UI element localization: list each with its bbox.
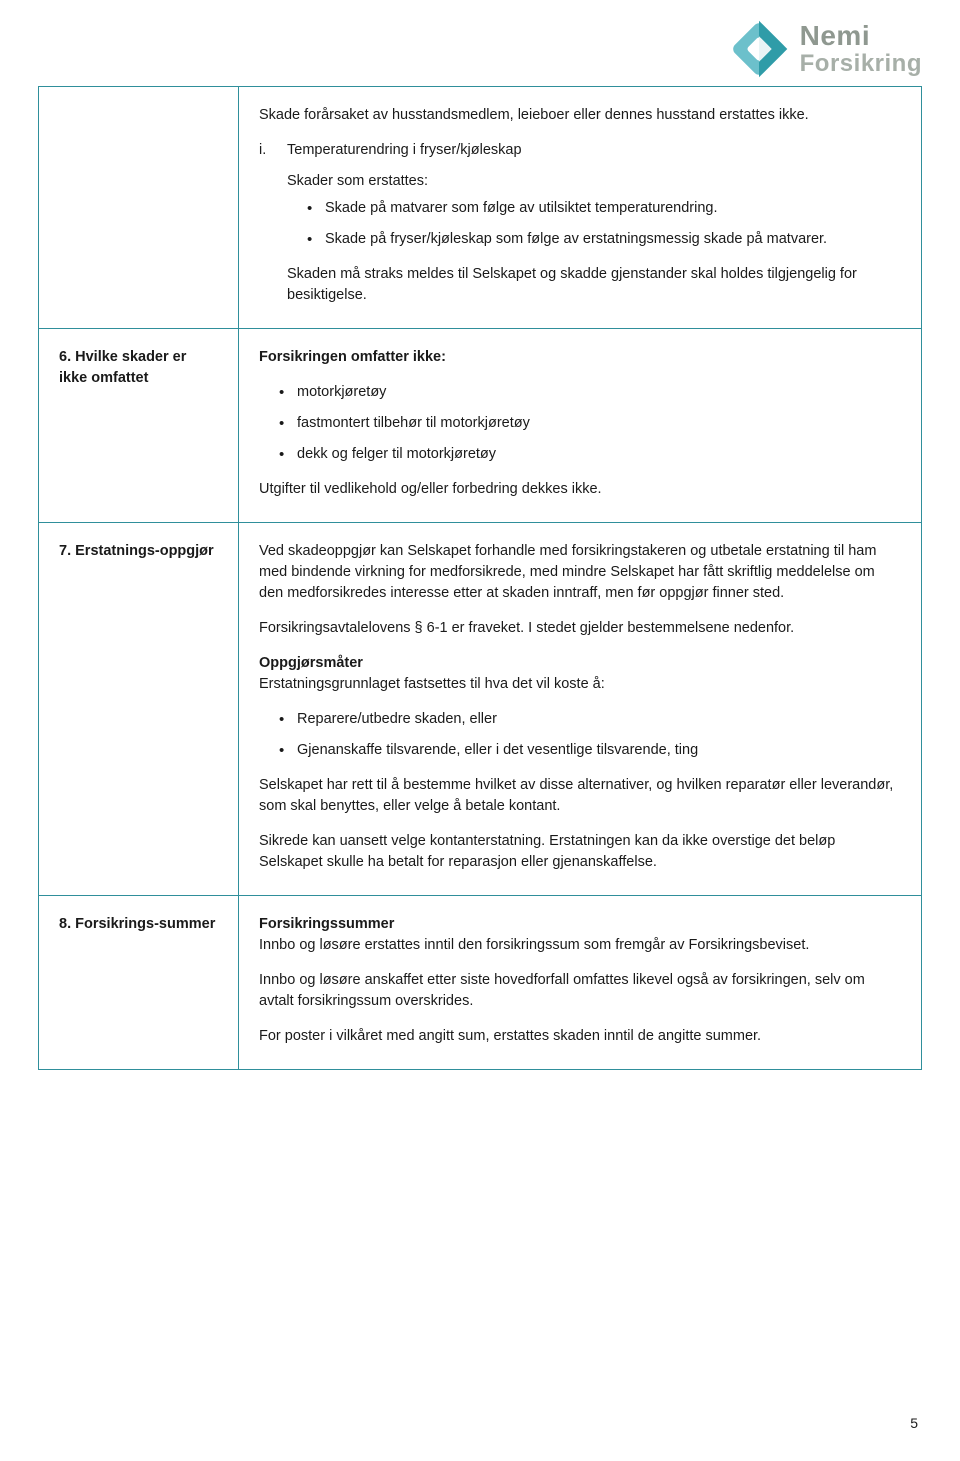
paragraph: Ved skadeoppgjør kan Selskapet forhandle… [259, 541, 901, 604]
letter-item: i. Temperaturendring i fryser/kjøleskap [259, 140, 901, 161]
row-label-empty [39, 87, 239, 329]
paragraph: Innbo og løsøre anskaffet etter siste ho… [259, 970, 901, 1012]
table-row: 7. Erstatnings-oppgjør Ved skadeoppgjør … [39, 523, 922, 896]
section-title: Hvilke skader er ikke omfattet [59, 349, 186, 386]
table-row: 8. Forsikrings-summer Forsikringssummer … [39, 896, 922, 1070]
subsection: Forsikringssummer Innbo og løsøre erstat… [259, 914, 901, 956]
list-item: dekk og felger til motorkjøretøy [279, 444, 901, 465]
section-number: 7. [59, 543, 71, 559]
list-item: fastmontert tilbehør til motorkjøretøy [279, 413, 901, 434]
table-row: 6. Hvilke skader er ikke omfattet Forsik… [39, 329, 922, 523]
paragraph: For poster i vilkåret med angitt sum, er… [259, 1026, 901, 1047]
row-label: 6. Hvilke skader er ikke omfattet [39, 329, 239, 523]
brand-line2: Forsikring [800, 52, 922, 76]
row-content: Forsikringssummer Innbo og løsøre erstat… [239, 896, 922, 1070]
paragraph: Innbo og løsøre erstattes inntil den for… [259, 937, 809, 953]
letter-title: Temperaturendring i fryser/kjøleskap [287, 140, 522, 161]
subsection: Oppgjørsmåter Erstatningsgrunnlaget fast… [259, 653, 901, 695]
section-title: Forsikrings-summer [75, 916, 215, 932]
table-row: Skade forårsaket av husstandsmedlem, lei… [39, 87, 922, 329]
list-item: Gjenanskaffe tilsvarende, eller i det ve… [279, 740, 901, 761]
row-content: Skade forårsaket av husstandsmedlem, lei… [239, 87, 922, 329]
subsection-title: Oppgjørsmåter [259, 655, 363, 671]
bullet-list: Skade på matvarer som følge av utilsikte… [287, 198, 901, 250]
subsection-lead: Erstatningsgrunnlaget fastsettes til hva… [259, 676, 605, 692]
bullet-list: motorkjøretøy fastmontert tilbehør til m… [259, 382, 901, 465]
section-number: 6. [59, 349, 71, 365]
lead-bold: Forsikringen omfatter ikke: [259, 347, 901, 368]
letter-list: i. Temperaturendring i fryser/kjøleskap [259, 140, 901, 161]
letter-sub-block: Skader som erstattes: Skade på matvarer … [287, 171, 901, 306]
section-title: Erstatnings-oppgjør [75, 543, 214, 559]
list-item: Reparere/utbedre skaden, eller [279, 709, 901, 730]
row-label: 7. Erstatnings-oppgjør [39, 523, 239, 896]
row-content: Forsikringen omfatter ikke: motorkjøretø… [239, 329, 922, 523]
paragraph: Utgifter til vedlikehold og/eller forbed… [259, 479, 901, 500]
list-item: motorkjøretøy [279, 382, 901, 403]
paragraph: Skade forårsaket av husstandsmedlem, lei… [259, 105, 901, 126]
row-content: Ved skadeoppgjør kan Selskapet forhandle… [239, 523, 922, 896]
letter-marker: i. [259, 140, 277, 161]
list-item: Skade på matvarer som følge av utilsikte… [307, 198, 901, 219]
sub-heading: Skader som erstattes: [287, 171, 901, 192]
brand-logo: Nemi Forsikring [38, 18, 922, 80]
section-number: 8. [59, 916, 71, 932]
terms-table: Skade forårsaket av husstandsmedlem, lei… [38, 86, 922, 1070]
page: Nemi Forsikring Skade forårsaket av huss… [0, 0, 960, 1461]
subsection-title: Forsikringssummer [259, 916, 394, 932]
paragraph: Sikrede kan uansett velge kontanterstatn… [259, 831, 901, 873]
row-label: 8. Forsikrings-summer [39, 896, 239, 1070]
bullet-list: Reparere/utbedre skaden, eller Gjenanska… [259, 709, 901, 761]
brand-line1: Nemi [800, 22, 922, 50]
paragraph: Skaden må straks meldes til Selskapet og… [287, 264, 901, 306]
paragraph: Forsikringsavtalelovens § 6-1 er fraveke… [259, 618, 901, 639]
page-number: 5 [910, 1413, 918, 1433]
list-item: Skade på fryser/kjøleskap som følge av e… [307, 229, 901, 250]
paragraph: Selskapet har rett til å bestemme hvilke… [259, 775, 901, 817]
brand-text: Nemi Forsikring [800, 22, 922, 76]
brand-diamond-icon [728, 18, 790, 80]
